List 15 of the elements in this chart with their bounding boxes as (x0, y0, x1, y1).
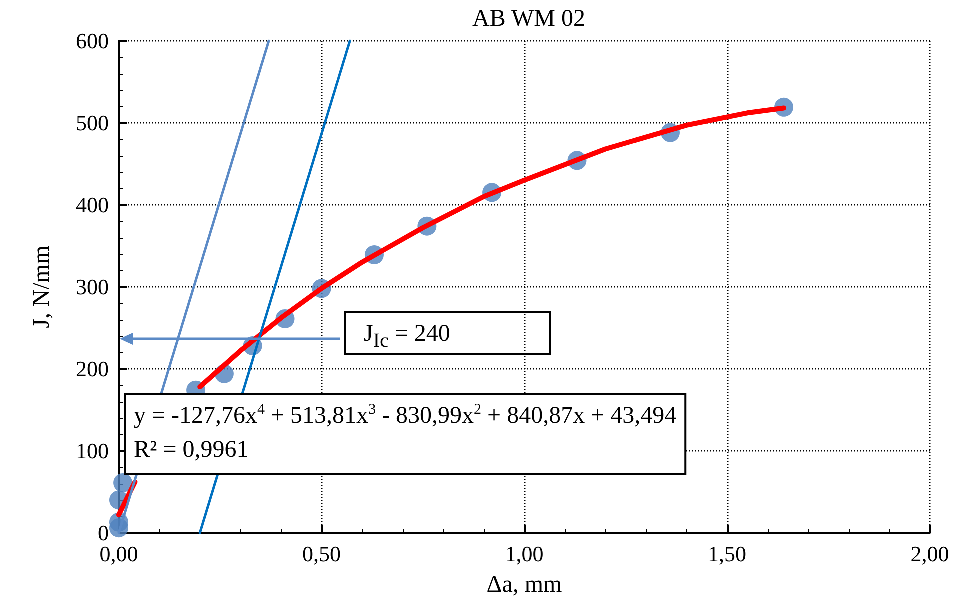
y-tick-label: 200 (76, 356, 109, 382)
x-tick-label: 2,00 (910, 542, 950, 566)
x-tick-label: 1,50 (708, 542, 746, 566)
y-tick-label: 500 (76, 110, 109, 136)
chart-title: AB WM 02 (472, 6, 586, 32)
y-tick-label: 600 (76, 28, 109, 54)
x-axis-title: Δa, mm (486, 572, 563, 598)
x-tick-label: 1,00 (505, 542, 544, 566)
y-tick-label: 400 (76, 192, 109, 218)
y-tick-label: 300 (76, 274, 109, 300)
x-tick-label: 0,50 (302, 542, 341, 566)
y-tick-label: 100 (76, 438, 109, 464)
y-axis-title: J, N/mm (29, 245, 55, 328)
annotation: J$_{Ic}$ = 240 (344, 311, 551, 355)
annotation: R² = 0,9961 (134, 437, 249, 463)
